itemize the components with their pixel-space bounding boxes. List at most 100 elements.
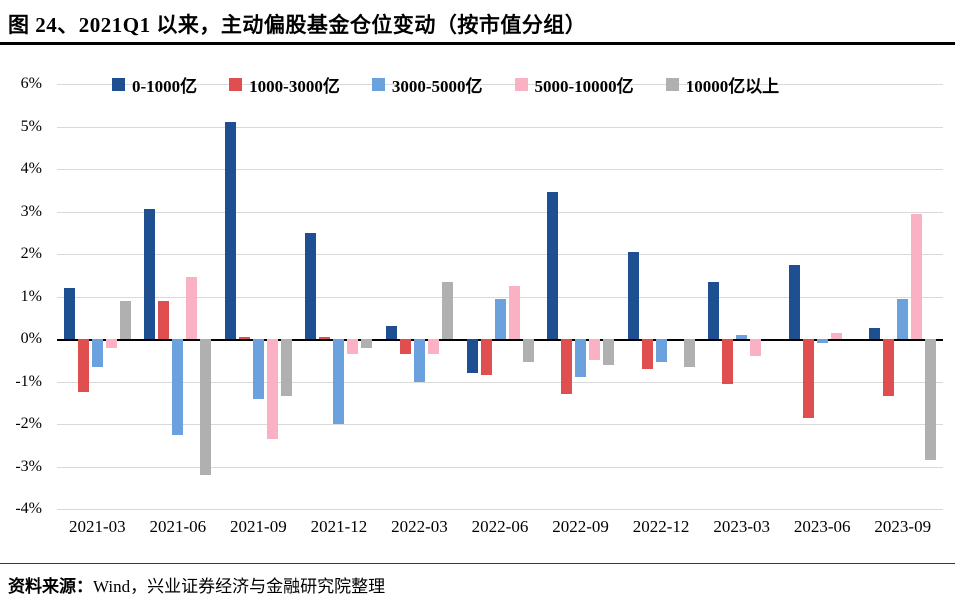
bar	[200, 339, 212, 475]
y-tick-label: -3%	[15, 457, 42, 475]
source-text: Wind，兴业证券经济与金融研究院整理	[93, 577, 386, 596]
x-tick-label: 2022-09	[552, 517, 609, 536]
bar-slot	[385, 84, 397, 509]
x-axis-labels: 2021-03 2021-06 2021-09 2021-12 2022-03 2022-…	[57, 517, 943, 537]
bar-slot	[266, 84, 278, 509]
bar-slot	[77, 84, 89, 509]
bar-slot	[347, 84, 359, 509]
bar	[736, 334, 748, 339]
bar	[788, 264, 800, 339]
bar	[305, 232, 317, 339]
bar-group	[299, 84, 380, 509]
bar-slot	[911, 84, 923, 509]
bar	[441, 281, 453, 339]
bar-group	[782, 84, 863, 509]
x-tick-label: 2023-09	[874, 517, 932, 536]
title-divider	[0, 42, 955, 45]
bar-slot	[670, 84, 681, 509]
bar	[119, 300, 131, 339]
bar	[708, 281, 720, 339]
zero-axis-line	[57, 339, 943, 341]
bar-slot	[627, 84, 639, 509]
bar-slot	[494, 84, 506, 509]
bar	[413, 339, 425, 382]
bar-group	[218, 84, 299, 509]
bar-slot	[764, 84, 775, 509]
bar-slot	[200, 84, 212, 509]
bar-slot	[522, 84, 534, 509]
bar	[63, 288, 75, 339]
bar-slot	[883, 84, 895, 509]
bar	[816, 339, 828, 344]
bar	[91, 339, 103, 367]
bar-group	[57, 84, 138, 509]
bar	[494, 298, 506, 339]
bar-slot	[413, 84, 425, 509]
gridline	[57, 126, 943, 128]
bar-slot	[655, 84, 667, 509]
gridline	[57, 254, 943, 255]
bar-slot	[319, 84, 331, 509]
bar	[361, 339, 373, 348]
x-tick-label: 2021-09	[230, 517, 287, 536]
x-tick-label: 2023-03	[713, 517, 770, 536]
bar-slot	[305, 84, 317, 509]
bar-slot	[63, 84, 75, 509]
bar-slot	[845, 84, 856, 509]
bar-slot	[925, 84, 937, 509]
bar-slot	[802, 84, 814, 509]
bar-slot	[144, 84, 156, 509]
bar-slot	[547, 84, 559, 509]
bar-group	[862, 84, 943, 509]
bar	[683, 339, 695, 367]
bar	[722, 339, 734, 384]
bar-slot	[466, 84, 478, 509]
legend-item: 1000-3000亿	[229, 72, 340, 97]
chart-title: 图 24、2021Q1 以来，主动偏股基金仓位变动（按市值分组）	[8, 13, 587, 37]
bar-group	[701, 84, 782, 509]
bar-slot	[561, 84, 573, 509]
bar-slot	[399, 84, 411, 509]
y-axis-labels: 6% 5% 4% 3% 2% 1% 0% -1% -2% -3% -4%	[0, 75, 48, 517]
legend-label: 1000-3000亿	[249, 77, 340, 96]
legend-swatch	[112, 78, 125, 91]
bar-slot	[91, 84, 103, 509]
bar-slot	[158, 84, 170, 509]
x-tick-label: 2023-06	[793, 517, 851, 536]
bar	[77, 339, 89, 393]
y-tick-label: 1%	[20, 287, 42, 305]
bar	[280, 339, 292, 397]
y-tick-label: 4%	[20, 160, 42, 177]
y-tick-label: 5%	[20, 117, 42, 135]
bar-slot	[603, 84, 615, 509]
gridline	[57, 509, 943, 510]
bar	[603, 339, 615, 365]
bar	[911, 213, 923, 339]
legend-item: 10000亿以上	[665, 72, 779, 97]
bar	[830, 332, 842, 339]
bar-slot	[641, 84, 653, 509]
bar	[589, 339, 601, 361]
legend-item: 3000-5000亿	[371, 72, 483, 97]
bar-group	[138, 84, 219, 509]
bar-slot	[480, 84, 492, 509]
bar	[319, 336, 331, 339]
bar-slot	[508, 84, 520, 509]
bar	[466, 339, 478, 373]
bar-slot	[750, 84, 762, 509]
bar	[655, 339, 667, 363]
bar-slot	[427, 84, 439, 509]
bar-slot	[172, 84, 184, 509]
bar	[641, 339, 653, 369]
y-tick-label: 6%	[20, 75, 42, 92]
bar-slot	[105, 84, 117, 509]
bar-slot	[722, 84, 734, 509]
legend-label: 0-1000亿	[132, 77, 198, 96]
y-tick-label: 0%	[20, 330, 42, 347]
gridline	[57, 211, 943, 213]
plot-area	[57, 84, 943, 510]
bar	[508, 285, 520, 339]
legend-label: 5000-10000亿	[534, 77, 634, 96]
legend-swatch	[514, 78, 528, 91]
bar	[869, 328, 881, 339]
